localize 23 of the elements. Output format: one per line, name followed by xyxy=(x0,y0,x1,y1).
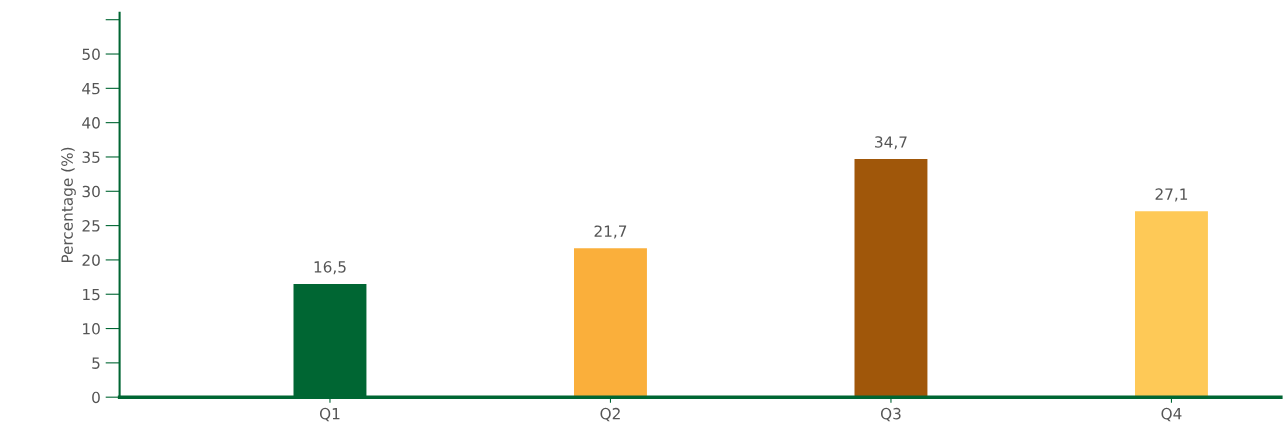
y-tick-label: 40 xyxy=(82,117,100,129)
x-tick-label: Q4 xyxy=(1161,407,1182,422)
y-tick-label: 25 xyxy=(82,220,100,232)
bar xyxy=(574,248,647,398)
y-tick-label: 20 xyxy=(82,254,100,266)
data-label: 21,7 xyxy=(594,225,627,239)
y-tick-label: 0 xyxy=(92,391,100,404)
bar xyxy=(1135,211,1208,398)
x-tick-label: Q1 xyxy=(319,407,340,422)
y-tick-label: 10 xyxy=(83,323,100,335)
x-tick-label: Q2 xyxy=(600,407,620,422)
y-tick-label: 35 xyxy=(82,151,100,163)
data-label: 27,1 xyxy=(1155,188,1188,202)
data-label: 16,5 xyxy=(314,261,346,275)
y-tick-label: 5 xyxy=(92,357,100,369)
y-tick-label: 15 xyxy=(83,288,100,301)
x-tick-label: Q3 xyxy=(880,407,901,422)
y-tick-label: 50 xyxy=(82,48,100,61)
bar xyxy=(854,159,928,398)
y-axis-title: Percentage (%) xyxy=(61,147,76,263)
y-tick-label: 45 xyxy=(82,83,100,95)
y-tick-label: 30 xyxy=(82,185,100,198)
data-label: 34,7 xyxy=(875,136,907,150)
